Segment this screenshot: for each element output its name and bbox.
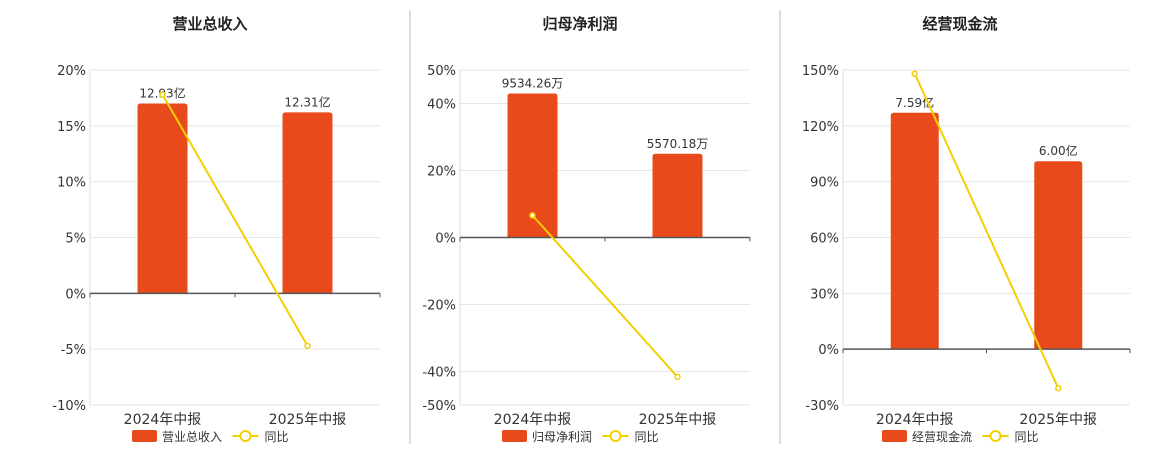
- bar: [137, 103, 188, 294]
- y-tick-label: 0%: [818, 343, 839, 358]
- y-tick-label: 30%: [810, 287, 839, 302]
- bar-value-label: 6.00亿: [1039, 143, 1078, 158]
- bar: [507, 93, 558, 238]
- y-tick-label: -50%: [422, 399, 456, 414]
- bar: [1034, 161, 1083, 350]
- y-tick-label: 60%: [810, 232, 839, 247]
- y-tick-label: 15%: [57, 120, 86, 135]
- legend-bar-label: 经营现金流: [912, 429, 972, 444]
- legend-line-marker: [609, 430, 622, 442]
- chart-title: 经营现金流: [922, 15, 997, 33]
- y-tick-label: 0%: [435, 232, 456, 247]
- legend-bar-label: 营业总收入: [162, 430, 222, 444]
- legend-bar-label: 归母净利润: [532, 430, 592, 444]
- y-tick-label: 50%: [427, 64, 456, 79]
- bar-value-label: 12.31亿: [284, 94, 330, 109]
- y-tick-label: 0%: [65, 287, 86, 302]
- bar-value-label: 5570.18万: [647, 137, 709, 151]
- y-tick-label: 5%: [65, 232, 86, 247]
- legend-line-marker: [989, 430, 1002, 442]
- chart-panel-1: 营业总收入-10%-5%0%5%10%15%20%12.93亿12.31亿202…: [52, 15, 381, 444]
- chart-panel-3: 经营现金流 -30% 0% 30% 60% 90% 120% 150% 7.59亿 6.00亿 20…: [802, 15, 1131, 444]
- legend-line-label: 同比: [265, 430, 289, 444]
- chart-title: 归母净利润: [542, 15, 617, 33]
- y-tick-label: 10%: [57, 176, 86, 191]
- legend: 归母净利润 同比: [502, 430, 659, 444]
- x-tick-label: 2024年中报: [494, 412, 572, 428]
- y-tick-label: -30%: [805, 399, 839, 414]
- y-tick-label: -40%: [422, 366, 456, 381]
- y-tick-label: 20%: [427, 165, 456, 180]
- line-point: [159, 91, 166, 98]
- x-tick-label: 2025年中报: [269, 412, 347, 428]
- line-point: [911, 70, 918, 77]
- y-tick-label: -5%: [61, 343, 86, 358]
- legend-bar-swatch: [132, 430, 157, 442]
- x-tick-label: 2025年中报: [639, 412, 717, 428]
- series-line: [531, 214, 679, 378]
- chart-panel-2: 归母净利润 -50% -40% -20% 0% 20% 40% 50% 9534.26万 5570…: [422, 15, 751, 444]
- legend-bar-swatch: [502, 430, 527, 442]
- line-point: [1055, 385, 1062, 392]
- y-tick-label: 90%: [810, 176, 839, 191]
- legend-line-label: 同比: [1015, 430, 1039, 444]
- series-line: [161, 94, 309, 347]
- legend-bar-swatch: [882, 430, 907, 442]
- bar-value-label: 9534.26万: [502, 76, 564, 90]
- line-point: [529, 212, 536, 219]
- x-tick-label: 2024年中报: [124, 412, 202, 428]
- y-tick-label: 40%: [427, 98, 456, 113]
- y-tick-label: 150%: [802, 64, 839, 79]
- y-tick-label: 120%: [802, 120, 839, 135]
- x-tick-label: 2024年中报: [876, 412, 954, 428]
- y-tick-label: 20%: [57, 64, 86, 79]
- legend-line-label: 同比: [635, 430, 659, 444]
- series-line: [913, 73, 1060, 389]
- y-tick-label: -20%: [422, 299, 456, 314]
- bar: [282, 112, 333, 294]
- bar-value-label: 7.59亿: [895, 95, 934, 110]
- legend: 营业总收入 同比: [132, 430, 289, 444]
- bar: [890, 112, 939, 350]
- legend: 经营现金流 同比: [882, 429, 1039, 444]
- x-tick-label: 2025年中报: [1019, 412, 1097, 428]
- line-point: [304, 342, 311, 350]
- legend-line-marker: [239, 430, 252, 442]
- line-point: [674, 373, 681, 381]
- chart-title: 营业总收入: [172, 15, 247, 33]
- y-tick-label: -10%: [52, 399, 86, 414]
- bar: [652, 153, 703, 238]
